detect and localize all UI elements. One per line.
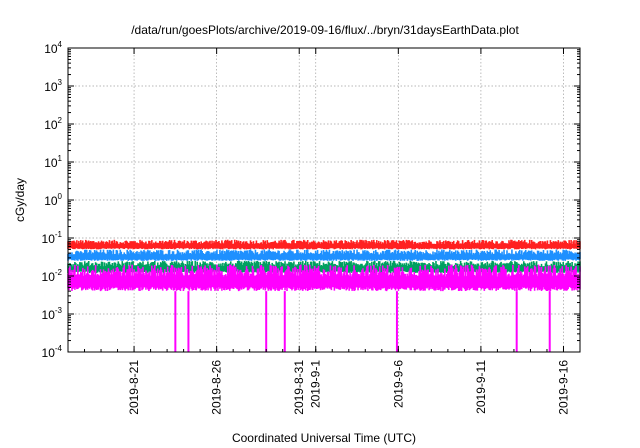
data-series <box>67 239 581 352</box>
y-tick-label: 101 <box>44 154 62 170</box>
x-axis-label: Coordinated Universal Time (UTC) <box>232 431 416 445</box>
y-tick-labels: 10-4 10-3 10-2 10-1 100 101 102 103 104 <box>42 40 63 360</box>
y-tick-label: 100 <box>44 192 62 208</box>
y-axis-label: cGy/day <box>13 178 27 222</box>
x-tick-label: 2019-9-1 <box>309 360 323 408</box>
x-tick-label: 2019-8-21 <box>127 360 141 415</box>
series-1-trace <box>67 249 581 261</box>
x-tick-label: 2019-9-11 <box>474 360 488 414</box>
y-tick-label: 10-1 <box>42 230 63 246</box>
x-tick-label: 2019-8-31 <box>292 360 306 415</box>
x-tick-label: 2019-9-6 <box>391 360 405 408</box>
y-tick-label: 104 <box>44 40 62 56</box>
chart-title: /data/run/goesPlots/archive/2019-09-16/f… <box>131 23 519 37</box>
y-tick-label: 103 <box>44 78 62 94</box>
y-tick-label: 10-4 <box>42 344 63 360</box>
y-tick-label: 10-3 <box>42 306 63 322</box>
y-tick-label: 10-2 <box>42 268 63 284</box>
grid-lines <box>68 48 580 352</box>
x-tick-label: 2019-9-16 <box>556 360 570 415</box>
x-tick-label: 2019-8-26 <box>210 360 224 415</box>
axis-ticks <box>67 47 581 353</box>
x-tick-labels: 2019-8-21 2019-8-26 2019-8-31 2019-9-1 2019-… <box>127 360 570 415</box>
y-tick-label: 102 <box>44 116 62 132</box>
series-0-trace <box>67 239 581 250</box>
